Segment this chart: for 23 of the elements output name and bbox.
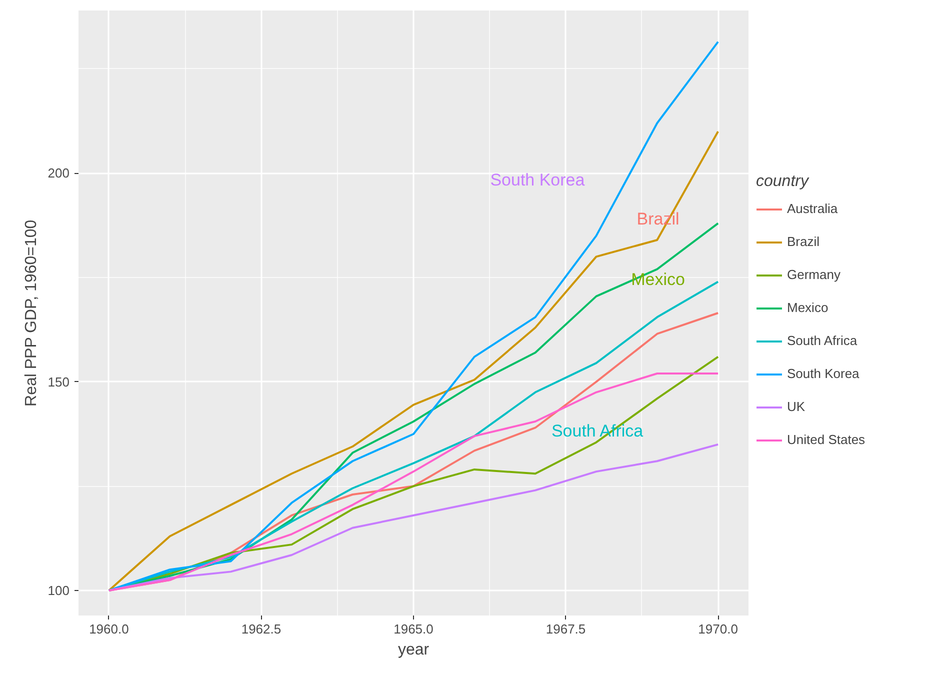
legend-label: UK <box>787 399 806 414</box>
x-tick-label: 1967.5 <box>546 622 586 636</box>
legend-label: South Africa <box>787 333 858 348</box>
x-tick-label: 1965.0 <box>394 622 434 636</box>
y-axis-title: Real PPP GDP, 1960=100 <box>22 220 40 406</box>
legend-label: United States <box>787 432 866 447</box>
x-tick-label: 1962.5 <box>241 622 282 636</box>
annotation: South Korea <box>490 170 586 190</box>
legend-label: Mexico <box>787 300 828 315</box>
legend-label: Germany <box>787 267 840 282</box>
y-tick-label: 200 <box>48 166 70 181</box>
legend-label: Australia <box>787 201 838 216</box>
legend-label: Brazil <box>787 234 820 249</box>
annotation: Mexico <box>631 270 685 290</box>
legend-title: country <box>756 172 810 190</box>
y-tick-label: 150 <box>48 374 70 390</box>
x-axis-title: year <box>398 642 430 658</box>
line-series <box>108 40 720 592</box>
x-tick-label: 1970.0 <box>698 622 738 636</box>
line-series <box>108 130 720 592</box>
x-tick-label: 1960.0 <box>89 622 129 636</box>
legend-label: South Korea <box>787 366 860 381</box>
y-tick-label: 100 <box>48 582 70 598</box>
